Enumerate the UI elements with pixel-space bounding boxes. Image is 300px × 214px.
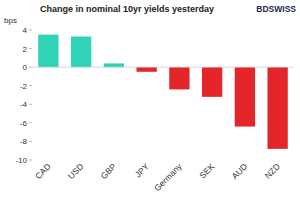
y-tick-label: -10: [15, 156, 27, 165]
x-tick-label: NZD: [263, 161, 282, 180]
x-tick-label: GBP: [99, 161, 119, 181]
bar: [202, 67, 222, 97]
y-tick: [29, 122, 32, 123]
bars: [38, 35, 288, 149]
x-tick-label: Germany: [152, 161, 184, 193]
bar: [267, 67, 287, 149]
y-tick-label: 2: [23, 45, 28, 54]
x-tick-label: CAD: [33, 161, 53, 181]
y-tick-label: 0: [23, 63, 28, 72]
y-tick: [29, 30, 32, 31]
zero-line: [32, 67, 294, 68]
y-tick: [29, 85, 32, 86]
bar: [235, 67, 255, 126]
x-tick-label: USD: [66, 161, 86, 181]
x-tick-label: JPY: [133, 161, 151, 179]
bar: [38, 35, 58, 67]
x-tick-label: SEK: [197, 161, 216, 180]
bar: [104, 63, 124, 67]
bar: [169, 67, 189, 89]
y-tick: [29, 141, 32, 142]
y-tick-label: -2: [20, 82, 28, 91]
y-tick: [29, 104, 32, 105]
y-tick-label: -4: [20, 100, 28, 109]
y-axis-label: bps: [4, 16, 17, 25]
y-tick-label: -8: [20, 137, 28, 146]
x-tick-label: AUD: [230, 161, 250, 181]
y-tick: [29, 160, 32, 161]
y-tick-label: 4: [23, 26, 28, 35]
chart: Change in nominal 10yr yields yesterday B…: [0, 0, 300, 214]
bar: [71, 37, 91, 68]
y-tick: [29, 48, 32, 49]
logo: BDSWISS: [256, 4, 296, 14]
bar: [136, 67, 156, 72]
title: Change in nominal 10yr yields yesterday: [40, 4, 214, 14]
y-tick-label: -6: [20, 119, 28, 128]
y-tick: [29, 67, 32, 68]
